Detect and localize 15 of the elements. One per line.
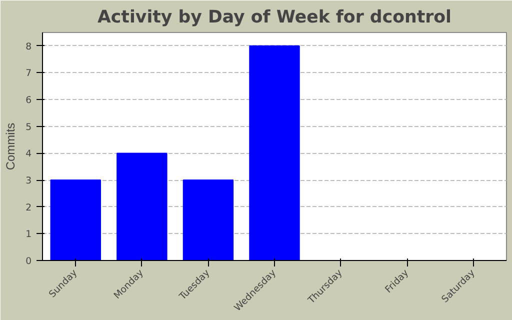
y-axis-title: Commits — [4, 122, 18, 170]
y-tick-label: 1 — [26, 229, 32, 240]
y-tick-label: 0 — [26, 256, 32, 267]
y-tick-label: 5 — [26, 122, 32, 133]
y-tick-label: 4 — [26, 148, 32, 160]
y-tick-label: 6 — [26, 95, 32, 106]
bar — [116, 152, 168, 260]
y-tick-label: 3 — [26, 176, 32, 187]
y-tick-label: 8 — [26, 41, 32, 52]
bar — [249, 45, 300, 260]
bar — [182, 180, 234, 260]
y-tick-label: 2 — [26, 202, 32, 214]
chart-title: Activity by Day of Week for dcontrol — [98, 8, 452, 28]
y-tick-label: 7 — [26, 68, 32, 80]
bar — [50, 180, 101, 260]
